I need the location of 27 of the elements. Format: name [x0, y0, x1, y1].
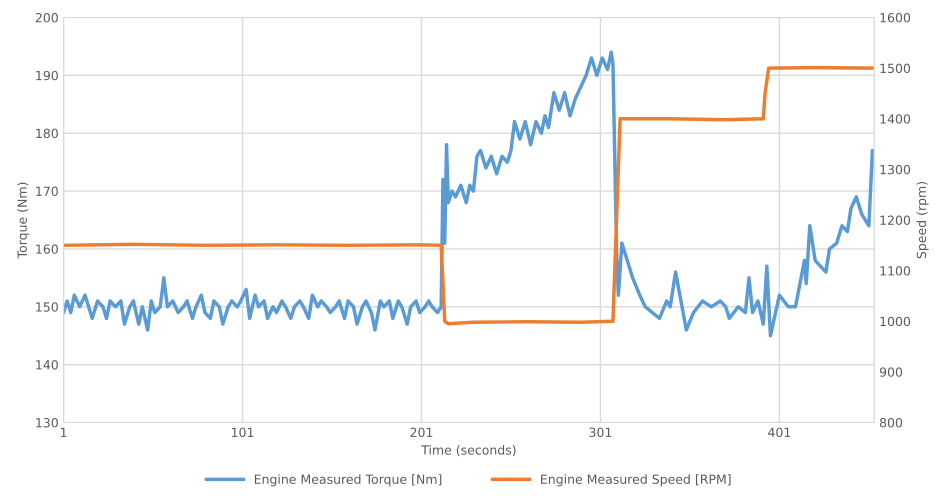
y2-tick-label: 1500 — [880, 64, 910, 74]
y2-tick-label: 900 — [880, 367, 902, 377]
x-tick-label: 301 — [589, 428, 612, 438]
y2-tick-label: 1400 — [880, 114, 910, 124]
y2-tick-label: 1600 — [880, 12, 910, 22]
y-tick-label: 130 — [36, 418, 58, 428]
y2-tick-label: 1300 — [880, 164, 910, 174]
x-tick-label: 201 — [410, 428, 432, 438]
y-tick-label: 200 — [36, 12, 58, 22]
y-tick-label: 190 — [36, 70, 58, 80]
y-tick-label: 180 — [36, 128, 58, 138]
x-tick-label: 101 — [232, 428, 254, 438]
legend-label: Engine Measured Torque [Nm] — [254, 474, 442, 486]
x-axis-title: Time (seconds) — [421, 445, 516, 456]
y2-tick-label: 1100 — [880, 266, 910, 276]
y2-tick-label: 1000 — [880, 316, 910, 326]
y-tick-label: 160 — [36, 244, 58, 254]
x-tick-label: 1 — [60, 428, 66, 437]
y-tick-label: 170 — [36, 186, 58, 196]
y-tick-label: 150 — [36, 302, 58, 312]
y-tick-label: 140 — [36, 360, 58, 370]
y2-tick-label: 1200 — [880, 215, 910, 225]
legend-label: Engine Measured Speed [RPM] — [541, 474, 731, 486]
y2-tick-label: 800 — [880, 418, 902, 428]
x-tick-label: 401 — [768, 428, 790, 438]
y2-axis-title: Speed (rpm) — [916, 182, 929, 258]
y-axis-title: Torque (Nm) — [17, 182, 30, 258]
